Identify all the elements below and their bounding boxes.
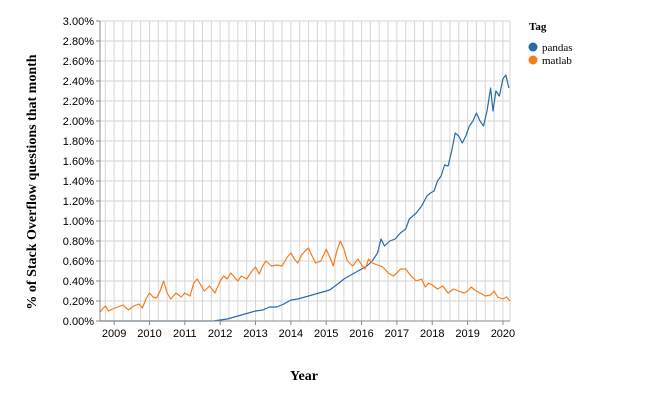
y-axis-title: % of Stack Overflow questions that month	[25, 54, 40, 309]
legend-swatch-matlab	[529, 56, 538, 65]
y-tick-label: 1.80%	[63, 136, 94, 148]
legend-label-matlab: matlab	[542, 55, 572, 67]
y-tick-label: 0.60%	[63, 256, 94, 268]
y-tick-label: 0.20%	[63, 296, 94, 308]
y-tick-label: 2.80%	[63, 36, 94, 48]
legend-label-pandas: pandas	[542, 42, 573, 54]
x-tick-label: 2019	[455, 328, 479, 340]
y-tick-label: 0.00%	[63, 316, 94, 328]
x-tick-label: 2011	[173, 328, 197, 340]
legend-title: Tag	[529, 21, 547, 33]
y-tick-label: 2.00%	[63, 116, 94, 128]
y-tick-label: 2.60%	[63, 56, 94, 68]
x-tick-label: 2015	[314, 328, 338, 340]
legend: Tag pandas matlab	[529, 21, 573, 67]
x-tick-label: 2014	[279, 328, 303, 340]
x-axis-title: Year	[290, 369, 318, 384]
x-tick-label: 2016	[349, 328, 373, 340]
x-tick-label: 2010	[137, 328, 161, 340]
x-tick-label: 2017	[385, 328, 409, 340]
y-tick-label: 3.00%	[63, 16, 94, 28]
y-tick-label: 0.80%	[63, 236, 94, 248]
x-tick-label: 2018	[420, 328, 444, 340]
y-tick-label: 2.40%	[63, 76, 94, 88]
y-tick-label: 2.20%	[63, 96, 94, 108]
series-lines	[100, 75, 510, 321]
series-line-pandas	[100, 75, 509, 321]
y-tick-label: 1.40%	[63, 176, 94, 188]
y-tick-label: 1.00%	[63, 216, 94, 228]
gridlines	[100, 21, 510, 321]
axes	[100, 21, 510, 321]
x-tick-label: 2012	[208, 328, 232, 340]
legend-swatch-pandas	[529, 43, 538, 52]
y-tick-label: 1.20%	[63, 196, 94, 208]
x-tick-label: 2013	[243, 328, 267, 340]
x-tick-label: 2020	[491, 328, 515, 340]
y-tick-label: 0.40%	[63, 276, 94, 288]
x-tick-label: 2009	[102, 328, 126, 340]
y-tick-label: 1.60%	[63, 156, 94, 168]
